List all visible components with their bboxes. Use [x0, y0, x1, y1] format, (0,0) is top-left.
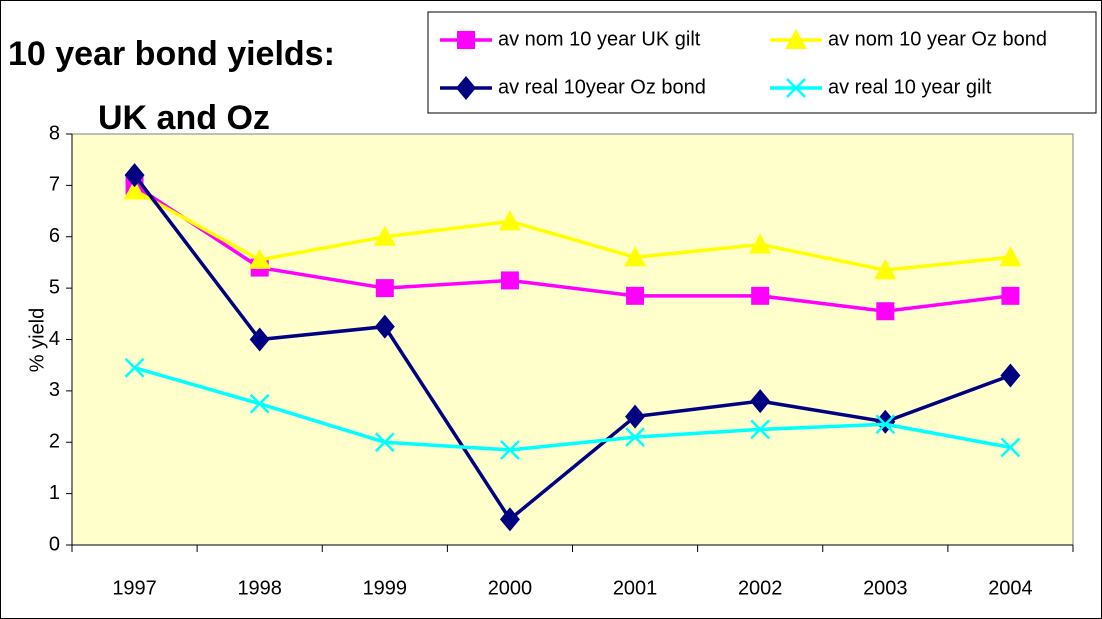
series-line	[134, 366, 1011, 452]
y-tick-label: 0	[49, 533, 60, 555]
x-tick-label: 1998	[237, 577, 282, 599]
x-tick-label: 2004	[988, 577, 1033, 599]
marker	[124, 163, 145, 188]
marker	[626, 286, 645, 305]
legend-marker	[456, 76, 476, 100]
series-line	[133, 188, 1011, 272]
marker	[1001, 286, 1020, 305]
y-tick-label: 2	[49, 431, 60, 453]
marker	[500, 440, 520, 460]
plot-area	[71, 133, 1074, 546]
marker	[876, 302, 895, 321]
marker	[123, 179, 146, 200]
marker	[248, 248, 271, 269]
x-tick-label: 1997	[112, 577, 157, 599]
series-markers	[124, 357, 1021, 460]
marker	[751, 286, 770, 305]
marker	[750, 389, 771, 414]
marker	[374, 432, 395, 453]
legend-box	[427, 11, 1097, 114]
marker	[374, 314, 395, 339]
marker	[625, 404, 646, 429]
marker	[124, 357, 145, 378]
x-tick-label: 1999	[363, 577, 408, 599]
marker	[875, 414, 896, 435]
x-tick-label: 2000	[488, 577, 533, 599]
marker	[1000, 437, 1021, 458]
chart-title: UK and Oz	[98, 99, 270, 137]
y-tick-label: 7	[49, 174, 60, 196]
series-markers	[123, 179, 1022, 280]
legend-marker	[786, 78, 806, 98]
legend-label: av real 10 year gilt	[828, 76, 992, 98]
marker	[498, 210, 521, 231]
marker	[249, 393, 270, 414]
marker	[1000, 363, 1021, 388]
marker	[624, 246, 647, 267]
legend-marker	[457, 31, 475, 49]
series-line	[133, 183, 1011, 314]
y-tick-label: 8	[49, 122, 60, 144]
marker	[750, 419, 771, 440]
marker	[874, 259, 897, 280]
marker	[625, 427, 645, 447]
y-tick-label: 4	[49, 328, 60, 350]
legend-label: av nom 10 year UK gilt	[498, 28, 701, 50]
marker	[500, 271, 519, 290]
marker	[249, 327, 270, 352]
legend-label: av nom 10 year Oz bond	[828, 28, 1047, 50]
x-tick-label: 2003	[863, 577, 908, 599]
x-tick-label: 2002	[738, 577, 783, 599]
legend-marker	[785, 29, 807, 49]
y-tick-label: 6	[49, 225, 60, 247]
chart-title: 10 year bond yields:	[8, 35, 335, 73]
y-axis-label: % yield	[26, 308, 48, 372]
legend-label: av real 10year Oz bond	[498, 76, 706, 98]
marker	[373, 225, 396, 246]
x-tick-label: 2001	[613, 577, 658, 599]
marker	[499, 507, 520, 532]
y-tick-label: 3	[49, 379, 60, 401]
marker	[999, 246, 1022, 267]
series-line	[133, 174, 1012, 522]
marker	[749, 233, 772, 254]
marker	[375, 279, 394, 298]
y-tick-label: 5	[49, 276, 60, 298]
y-tick-label: 1	[49, 482, 60, 504]
